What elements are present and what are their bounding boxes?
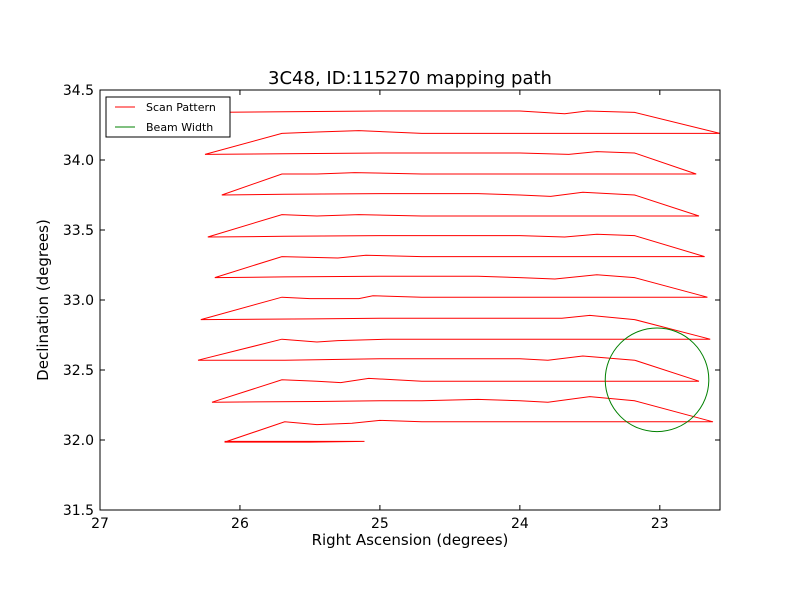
y-tick-label: 31.5 <box>63 503 94 519</box>
scan-pattern-line <box>197 110 720 443</box>
plot-background <box>100 90 720 510</box>
legend-box <box>105 96 231 138</box>
x-tick-label: 26 <box>231 516 249 532</box>
y-tick-label: 33.0 <box>63 293 94 309</box>
y-axis-ticks: 31.5 32.0 32.5 33.0 33.5 34.0 34.5 <box>63 83 720 519</box>
x-tick-label: 24 <box>511 516 529 532</box>
x-axis-ticks: 27 26 25 24 23 <box>91 90 669 532</box>
x-tick-label: 23 <box>651 516 669 532</box>
legend: Scan Pattern Beam Width <box>105 96 231 138</box>
beam-width-circle <box>604 327 710 433</box>
chart-title: 3C48, ID:115270 mapping path <box>268 68 552 89</box>
x-tick-label: 25 <box>371 516 389 532</box>
legend-label-scan-pattern: Scan Pattern <box>146 101 216 114</box>
y-tick-label: 32.5 <box>63 363 94 379</box>
y-tick-label: 33.5 <box>63 223 94 239</box>
y-tick-label: 34.5 <box>63 83 94 99</box>
y-tick-label: 32.0 <box>63 433 94 449</box>
y-axis-label: Declination (degrees) <box>34 219 52 381</box>
plot-area <box>99 89 721 511</box>
y-tick-label: 34.0 <box>63 153 94 169</box>
data-layer <box>197 110 720 443</box>
legend-label-beam-width: Beam Width <box>146 121 213 134</box>
x-axis-label: Right Ascension (degrees) <box>312 531 509 549</box>
x-tick-label: 27 <box>91 516 109 532</box>
